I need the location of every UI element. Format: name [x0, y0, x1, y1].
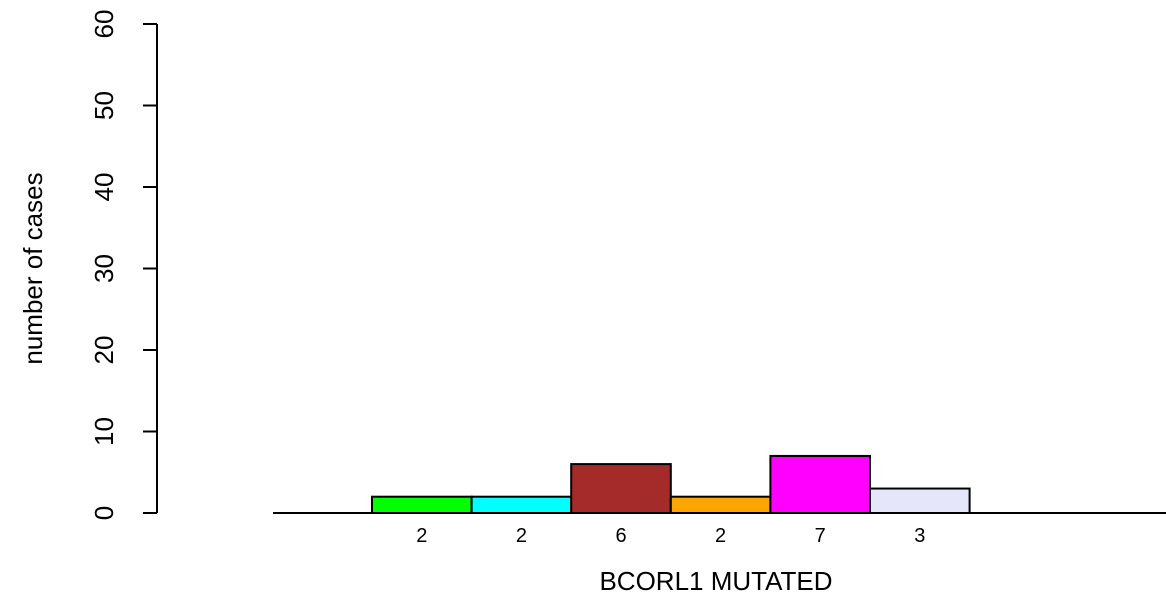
y-tick-label: 30: [89, 254, 119, 283]
bar: [769, 454, 872, 515]
bar: [669, 495, 772, 515]
x-axis-title: BCORL1 MUTATED: [599, 566, 832, 596]
bar: [570, 463, 672, 515]
y-tick-label: 10: [89, 417, 119, 446]
bar-count-label: 2: [715, 525, 726, 547]
y-axis: 0 10 20 30 40 50 60: [89, 10, 158, 520]
bar-labels: 2 2 6 2 7 3: [416, 525, 925, 547]
bars: [371, 454, 971, 515]
bar-count-label: 7: [815, 525, 826, 547]
y-tick-label: 0: [89, 506, 119, 520]
bar-count-label: 3: [914, 525, 925, 547]
y-tick-label: 40: [89, 173, 119, 202]
bar: [371, 495, 473, 515]
y-tick-label: 60: [89, 10, 119, 39]
bar-count-label: 6: [615, 525, 626, 547]
y-tick-label: 20: [89, 336, 119, 365]
bar-count-label: 2: [416, 525, 427, 547]
bar: [869, 487, 971, 514]
y-tick-label: 50: [89, 91, 119, 120]
bar: [470, 495, 573, 515]
bar-count-label: 2: [516, 525, 527, 547]
y-axis-title: number of cases: [18, 172, 48, 364]
